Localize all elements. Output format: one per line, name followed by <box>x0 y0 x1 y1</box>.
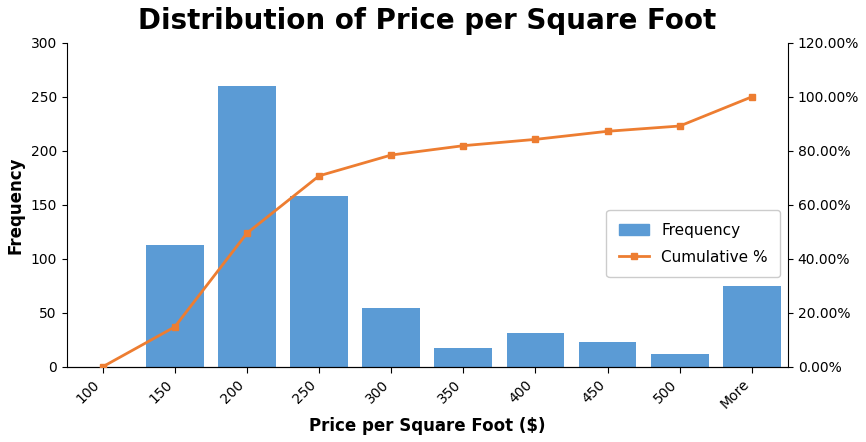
Bar <box>146 245 204 367</box>
Legend: Frequency, Cumulative %: Frequency, Cumulative % <box>606 210 780 277</box>
Bar <box>218 86 275 367</box>
Cumulative % <box>530 137 540 142</box>
Cumulative % <box>458 143 469 149</box>
Cumulative % <box>603 129 613 134</box>
Bar <box>435 348 492 367</box>
X-axis label: Price per Square Foot ($): Price per Square Foot ($) <box>309 417 546 435</box>
Bar <box>362 309 420 367</box>
Bar <box>578 342 637 367</box>
Line: Cumulative %: Cumulative % <box>100 93 755 370</box>
Bar <box>290 196 348 367</box>
Cumulative % <box>386 152 397 158</box>
Bar <box>651 354 708 367</box>
Bar <box>723 286 781 367</box>
Cumulative % <box>675 123 685 129</box>
Title: Distribution of Price per Square Foot: Distribution of Price per Square Foot <box>139 7 716 35</box>
Cumulative % <box>170 324 180 330</box>
Cumulative % <box>98 364 108 370</box>
Cumulative % <box>746 94 757 99</box>
Cumulative % <box>313 173 324 179</box>
Cumulative % <box>242 231 252 236</box>
Bar <box>507 333 565 367</box>
Y-axis label: Frequency: Frequency <box>7 156 25 254</box>
